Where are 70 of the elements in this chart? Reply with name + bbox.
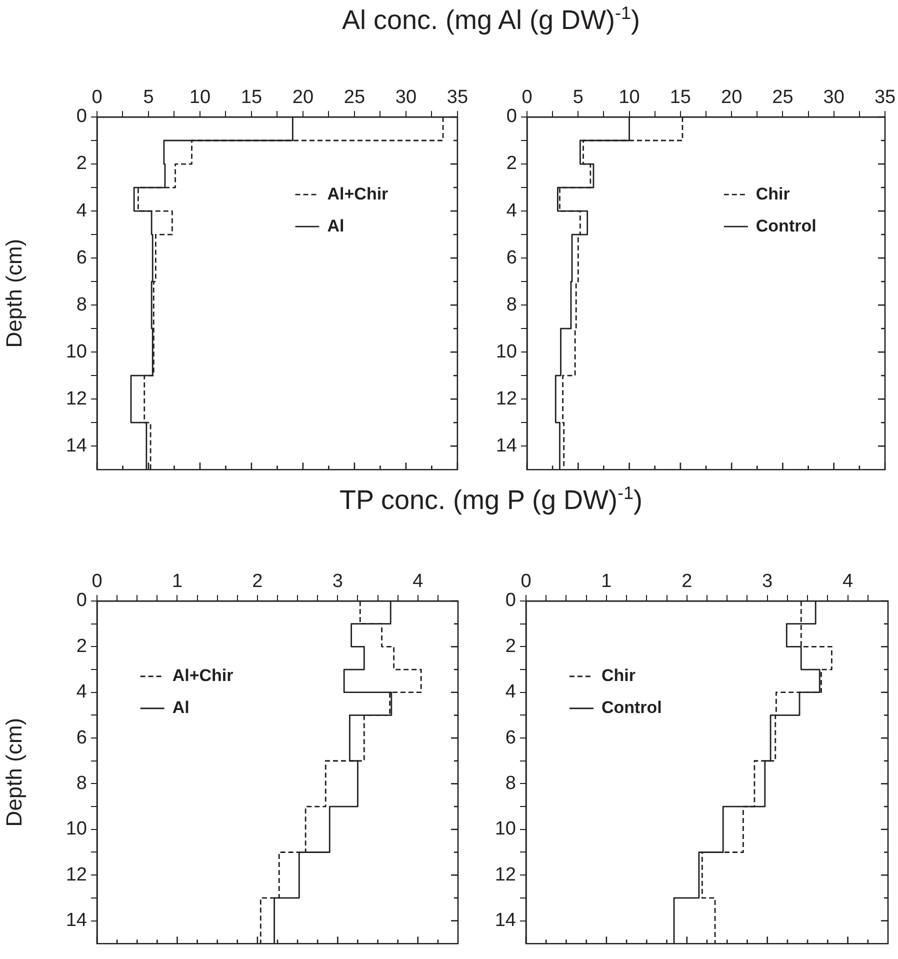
legend-label: Al+Chir — [172, 666, 234, 686]
y-tick-label: 4 — [76, 200, 88, 222]
x-tick-label: 3 — [762, 570, 773, 592]
legend-label: Al — [172, 698, 190, 718]
y-tick-label: 8 — [76, 294, 87, 316]
y-tick-label: 8 — [76, 772, 87, 794]
y-tick-label: 12 — [494, 864, 516, 886]
x-tick-label: 10 — [189, 86, 211, 108]
x-tick-label: 0 — [92, 570, 102, 592]
x-tick-label: 0 — [92, 86, 102, 108]
x-tick-label: 0 — [522, 86, 532, 108]
x-tick-label: 3 — [332, 570, 343, 592]
x-tick-label: 15 — [240, 86, 262, 108]
x-tick-label: 30 — [823, 86, 844, 108]
x-tick-label: 10 — [618, 86, 640, 108]
x-tick-label: 1 — [601, 570, 612, 592]
y-tick-label: 8 — [506, 294, 517, 316]
chart-title: TP conc. (mg P (g DW)$^{-1}$) — [338, 483, 644, 516]
x-tick-label: 4 — [412, 570, 424, 592]
x-tick-label: 35 — [874, 86, 896, 108]
y-tick-label: 2 — [505, 636, 516, 657]
y-tick-label: 6 — [506, 247, 517, 268]
y-tick-label: 10 — [66, 341, 87, 362]
legend-label: Chir — [601, 666, 636, 686]
y-axis-title: Depth (cm) — [1, 718, 26, 827]
legend-label: Al — [327, 216, 344, 236]
legend-label: Control — [601, 698, 662, 718]
legend-label: Chir — [756, 184, 790, 204]
y-tick-label: 14 — [494, 910, 516, 931]
y-tick-label: 4 — [76, 682, 88, 703]
y-tick-label: 10 — [66, 818, 87, 840]
y-tick-label: 2 — [76, 636, 87, 657]
y-tick-label: 0 — [76, 590, 87, 612]
y-tick-label: 10 — [494, 818, 516, 840]
y-tick-label: 0 — [506, 106, 517, 128]
x-tick-label: 5 — [143, 86, 154, 108]
y-tick-label: 10 — [496, 341, 517, 362]
legend-label: Control — [756, 216, 816, 236]
y-tick-label: 4 — [505, 682, 516, 703]
y-tick-label: 12 — [66, 864, 87, 886]
legend-label: Al+Chir — [327, 184, 389, 204]
y-tick-label: 0 — [505, 590, 516, 612]
y-tick-label: 4 — [506, 200, 518, 222]
x-tick-label: 25 — [344, 86, 366, 108]
x-tick-label: 20 — [292, 86, 314, 108]
x-tick-label: 30 — [395, 86, 417, 108]
x-tick-label: 1 — [172, 570, 183, 592]
y-tick-label: 6 — [76, 727, 87, 748]
x-tick-label: 4 — [842, 570, 854, 592]
chart-title: Al conc. (mg Al (g DW)$^{-1}$) — [340, 3, 642, 36]
y-tick-label: 14 — [66, 435, 88, 456]
y-tick-label: 12 — [496, 388, 517, 410]
x-tick-label: 0 — [520, 570, 532, 592]
x-tick-label: 35 — [446, 86, 468, 108]
y-tick-label: 12 — [66, 388, 87, 410]
y-tick-label: 8 — [505, 772, 516, 794]
x-tick-label: 2 — [252, 570, 263, 592]
y-tick-label: 6 — [76, 247, 87, 268]
y-tick-label: 2 — [506, 153, 517, 174]
y-tick-label: 2 — [76, 153, 87, 174]
x-tick-label: 15 — [670, 86, 691, 108]
y-axis-title: Depth (cm) — [1, 238, 26, 348]
y-tick-label: 14 — [496, 435, 518, 456]
x-tick-label: 2 — [682, 570, 692, 592]
y-tick-label: 0 — [76, 106, 87, 128]
y-tick-label: 6 — [505, 727, 516, 748]
y-tick-label: 14 — [66, 910, 88, 931]
x-tick-label: 25 — [772, 86, 794, 108]
x-tick-label: 5 — [572, 86, 584, 108]
x-tick-label: 20 — [721, 86, 742, 108]
